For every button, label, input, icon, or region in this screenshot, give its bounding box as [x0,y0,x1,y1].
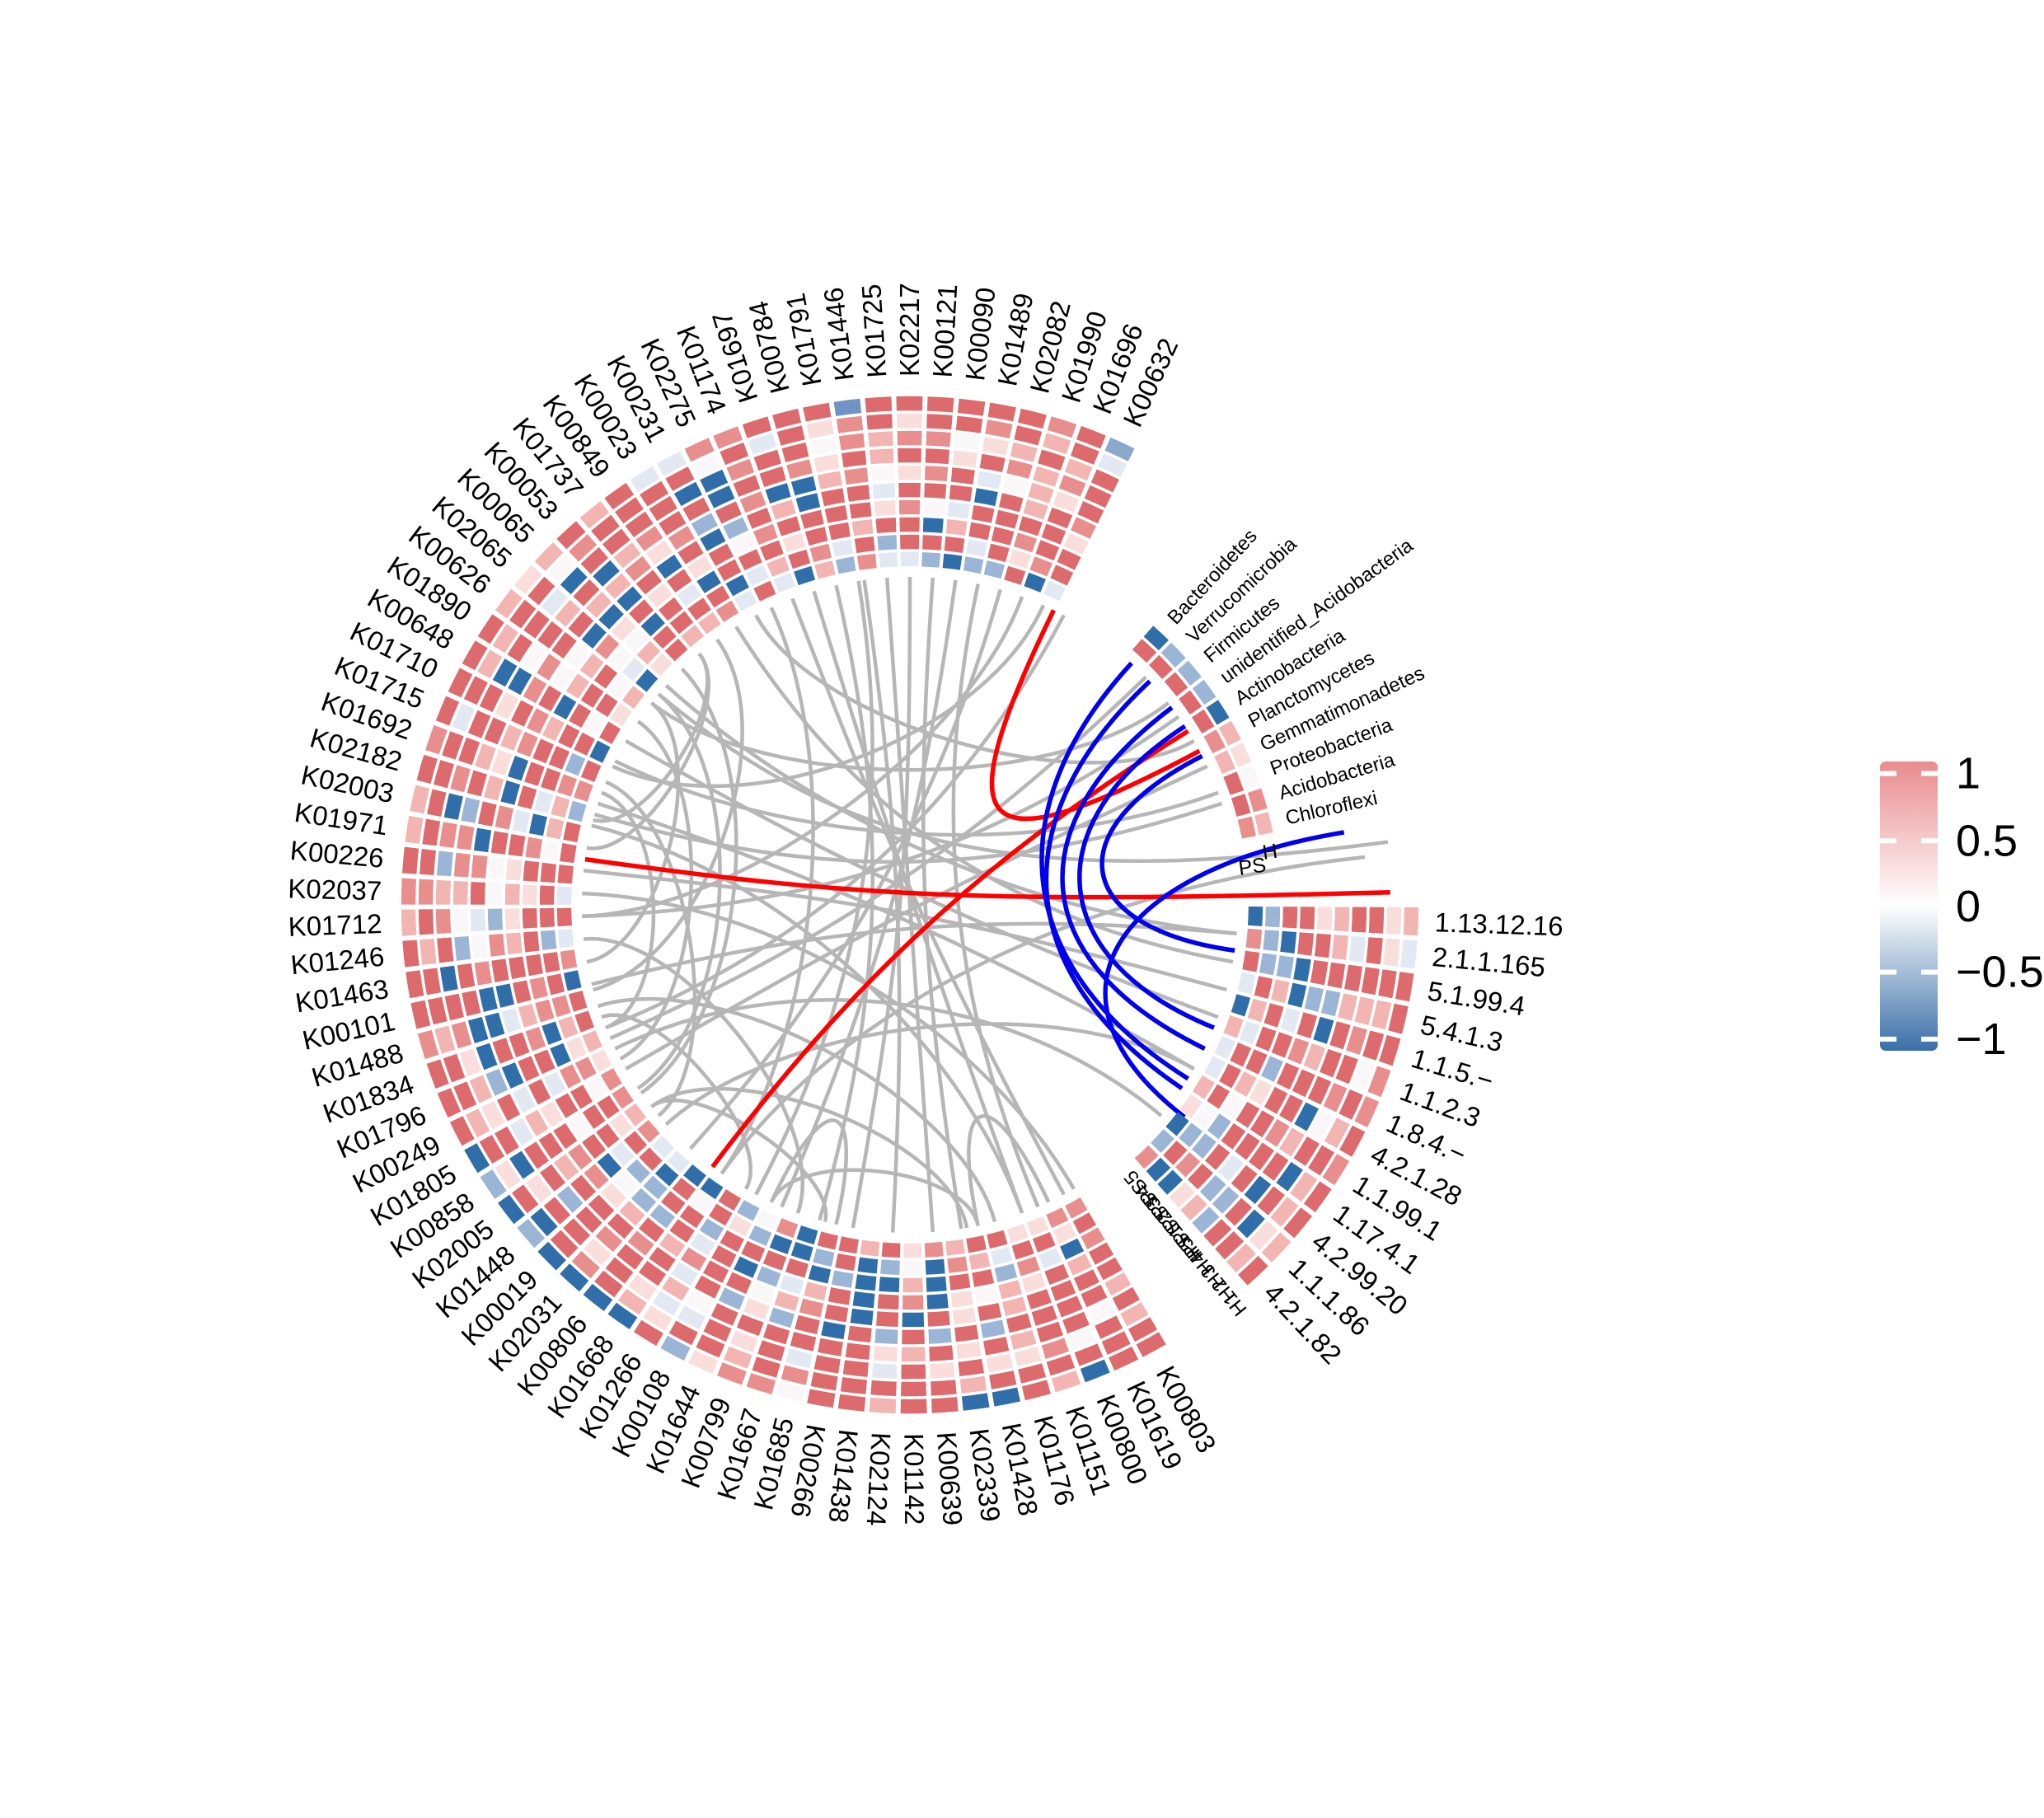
svg-text:K00639: K00639 [931,1431,968,1526]
svg-text:1: 1 [1956,749,1981,799]
svg-text:1.13.12.16: 1.13.12.16 [1434,907,1563,941]
svg-text:K02217: K02217 [894,283,925,377]
svg-text:−0.5: −0.5 [1956,948,2044,997]
svg-text:0: 0 [1956,882,1981,931]
svg-text:K02037: K02037 [288,873,382,906]
svg-text:K00121: K00121 [927,283,963,379]
svg-text:K01712: K01712 [288,908,382,942]
svg-text:−1: −1 [1956,1014,2007,1064]
svg-text:H: H [1261,840,1279,864]
svg-text:PS: PS [1237,854,1268,880]
svg-text:K02124: K02124 [861,1431,897,1527]
svg-text:0.5: 0.5 [1956,816,2018,865]
svg-text:K01725: K01725 [856,283,892,379]
svg-text:K01142: K01142 [898,1433,930,1525]
